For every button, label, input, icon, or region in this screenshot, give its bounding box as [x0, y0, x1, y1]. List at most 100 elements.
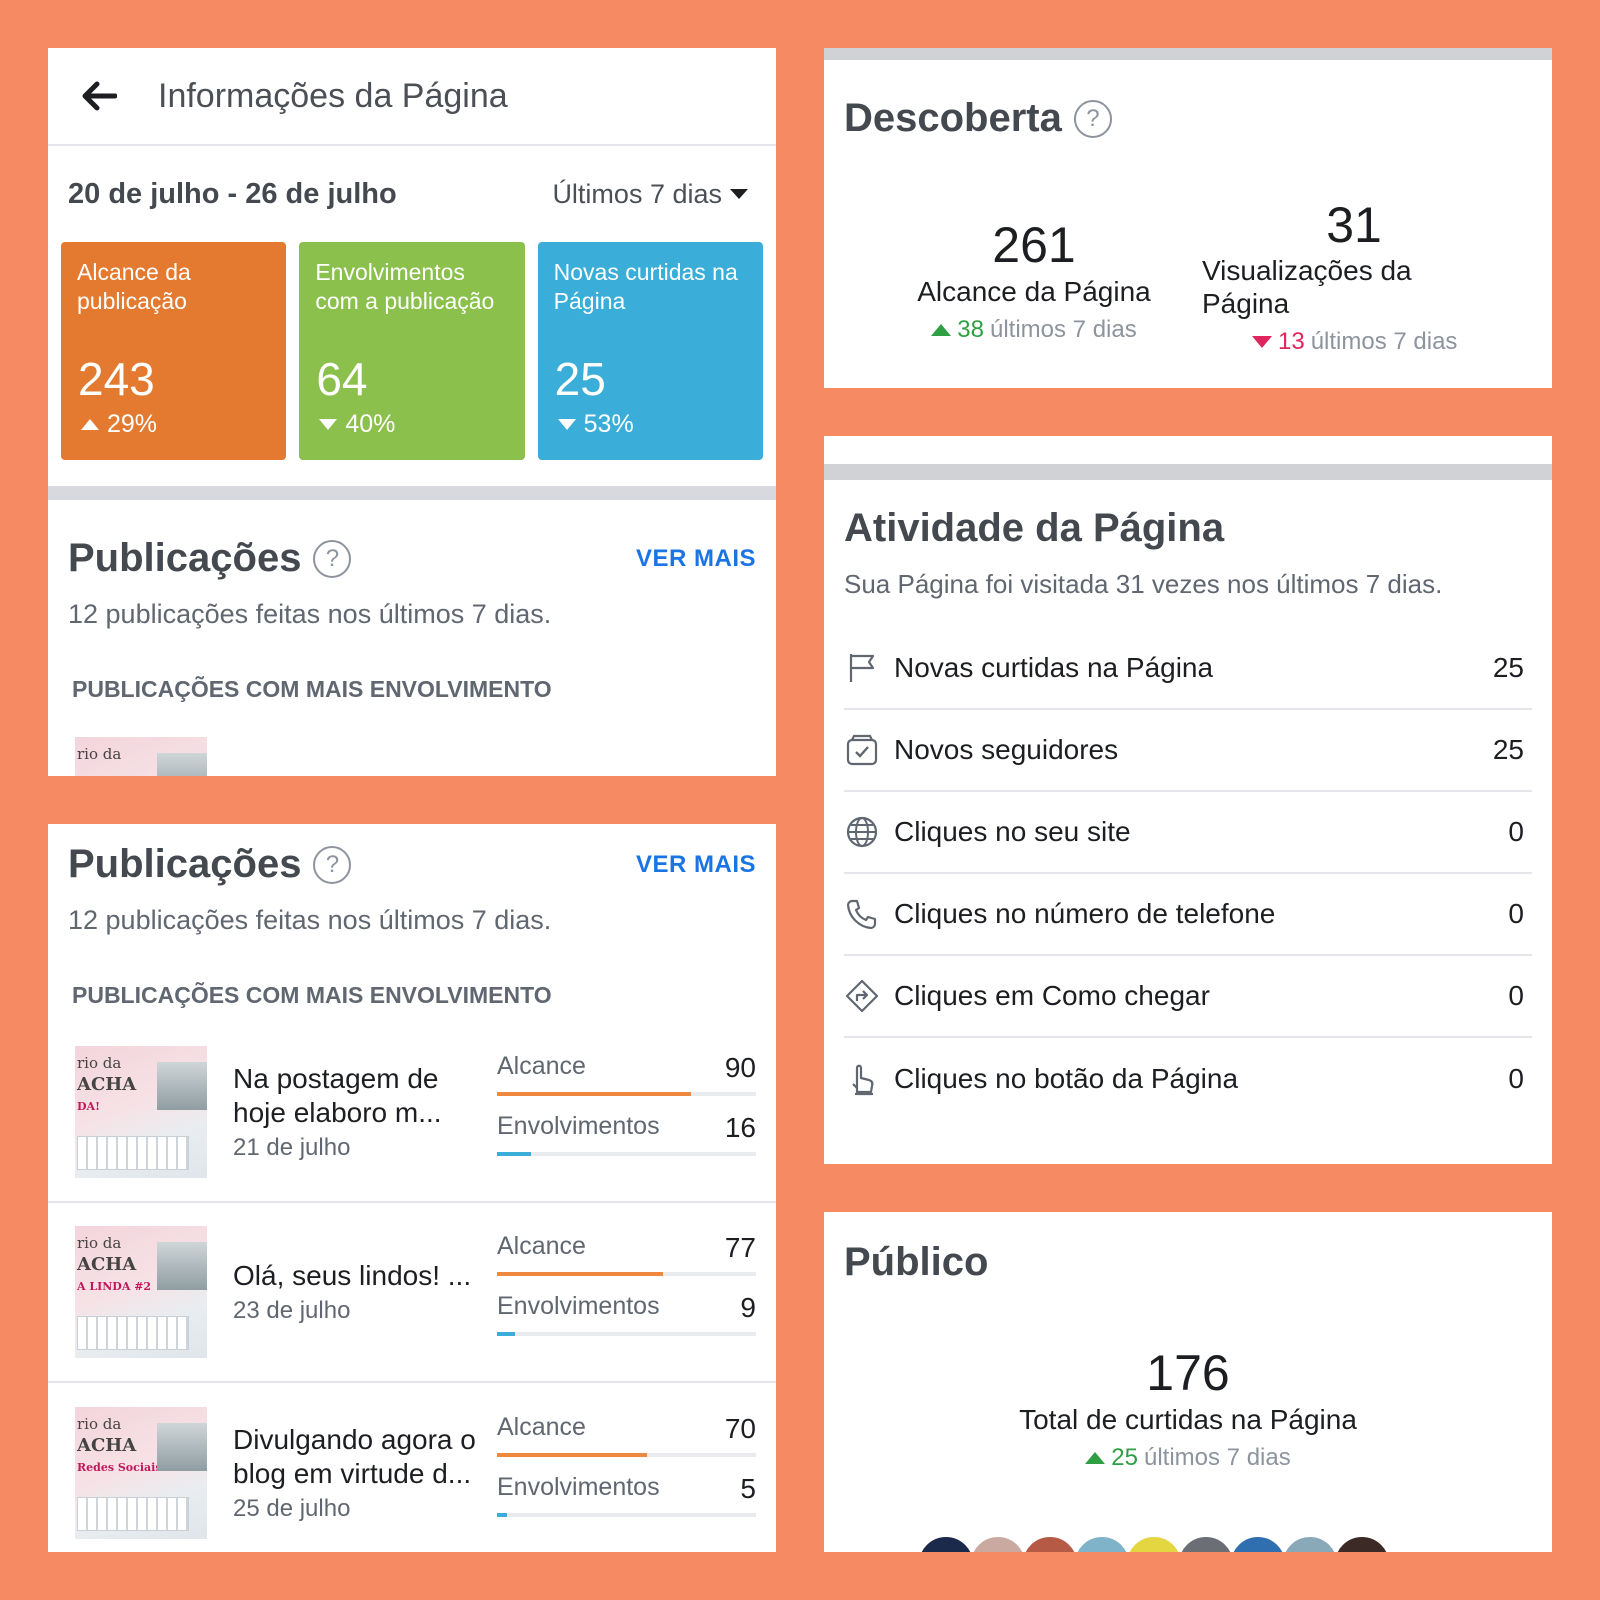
globe-icon [844, 814, 880, 850]
post-thumbnail[interactable]: rio da ACHA DA! [75, 1046, 207, 1178]
post-row[interactable]: rio da ACHA DA! Na postagem de hoje elaboro… [48, 1023, 776, 1203]
tile-post-engagement[interactable]: Envolvimentos com a publicação 64 40% [299, 242, 525, 460]
metric-value: 261 [992, 217, 1076, 273]
avatar[interactable] [1020, 1534, 1080, 1552]
phone-icon [844, 896, 880, 932]
post-list: rio da ACHA DA! Na postagem de hoje elaboro… [48, 1023, 776, 1552]
metric-delta: 38 [957, 316, 984, 343]
avatar[interactable] [1332, 1534, 1392, 1552]
thumbnail-line: ACHA [77, 1074, 137, 1095]
section-title-text: Publicações [68, 842, 302, 886]
section-title: Publicações ? [68, 842, 352, 887]
avatar[interactable] [968, 1534, 1028, 1552]
post-thumbnail[interactable]: rio da ACHA A LINDA #2 [75, 1226, 207, 1358]
section-title-text: Descoberta [844, 96, 1062, 140]
thumbnail-photo [157, 1242, 207, 1290]
post-row[interactable]: rio da ACHA Redes Sociais Divulgando agora … [48, 1383, 776, 1552]
reach-value: 90 [724, 1052, 756, 1083]
post-thumbnail[interactable]: rio da [75, 737, 207, 776]
section-title: Público [844, 1240, 989, 1284]
tile-value: 243 [78, 353, 155, 405]
thumbnail-text: rio da ACHA DA! [77, 1052, 136, 1118]
audience-panel: Público 176 Total de curtidas na Página … [824, 1212, 1552, 1552]
reach-label: Alcance [497, 1052, 586, 1080]
thumbnail-line: Redes Sociais [77, 1461, 162, 1474]
activity-row[interactable]: Cliques no número de telefone 0 [844, 874, 1532, 956]
avatar[interactable] [1072, 1534, 1132, 1552]
see-more-link[interactable]: VER MAIS [635, 850, 756, 878]
thumbnail-text: rio da [77, 745, 122, 763]
metric-label: Total de curtidas na Página [1019, 1404, 1357, 1435]
metric-page-reach[interactable]: 261 Alcance da Página 38 últimos 7 dias [884, 216, 1184, 344]
tile-delta: 53% [583, 410, 634, 438]
back-arrow-icon[interactable] [80, 77, 118, 115]
total-likes-metric[interactable]: 176 Total de curtidas na Página 25 últim… [824, 1344, 1552, 1472]
metric-delta-text: últimos 7 dias [1143, 1444, 1291, 1471]
activity-row[interactable]: Novos seguidores 25 [844, 710, 1532, 792]
activity-row[interactable]: Cliques em Como chegar 0 [844, 956, 1532, 1038]
tile-new-likes[interactable]: Novas curtidas na Página 25 53% [537, 242, 763, 460]
post-thumbnail[interactable]: rio da ACHA Redes Sociais [75, 1407, 207, 1539]
avatar[interactable] [1176, 1534, 1236, 1552]
reach-value: 77 [724, 1232, 756, 1263]
top-bar: Informações da Página [48, 48, 776, 146]
engagement-value: 5 [740, 1473, 756, 1504]
activity-row[interactable]: Cliques no seu site 0 [844, 792, 1532, 874]
reach-bar [497, 1092, 756, 1096]
tile-label: Envolvimentos com a publicação [315, 259, 495, 314]
tile-delta: 29% [107, 410, 158, 438]
post-title: Olá, seus lindos! ... [233, 1260, 472, 1291]
metric-value: 31 [1326, 197, 1382, 253]
activity-value: 0 [1508, 898, 1524, 929]
tap-icon [844, 1061, 880, 1097]
section-caption: PUBLICAÇÕES COM MAIS ENVOLVIMENTO [72, 982, 552, 1008]
post-title: Na postagem de hoje elaboro m... [233, 1063, 442, 1128]
metric-label: Visualizações da Página [1202, 255, 1412, 319]
divider [48, 486, 776, 500]
activity-label: Cliques em Como chegar [894, 980, 1210, 1011]
engagement-value: 16 [724, 1112, 756, 1143]
thumbnail-photo [157, 1423, 207, 1471]
discovery-panel: Descoberta ? 261 Alcance da Página 38 úl… [824, 48, 1552, 388]
divider [824, 48, 1552, 60]
help-icon[interactable]: ? [313, 539, 352, 578]
reach-bar-fill [497, 1092, 692, 1096]
engagement-bar [497, 1513, 756, 1517]
metric-delta-text: últimos 7 dias [1310, 328, 1458, 355]
see-more-link[interactable]: VER MAIS [635, 544, 756, 572]
trend-up-icon [931, 324, 952, 336]
activity-row[interactable]: Cliques no botão da Página 0 [844, 1038, 1532, 1120]
posts-panel: Publicações ? VER MAIS 12 publicações fe… [48, 824, 776, 1552]
activity-row[interactable]: Novas curtidas na Página 25 [844, 628, 1532, 710]
avatar[interactable] [916, 1534, 976, 1552]
tile-value: 64 [316, 353, 368, 405]
reach-label: Alcance [497, 1413, 586, 1441]
engagement-label: Envolvimentos [497, 1112, 660, 1140]
tile-post-reach[interactable]: Alcance da publicação 243 29% [61, 242, 287, 460]
activity-label: Cliques no botão da Página [894, 1063, 1239, 1094]
section-subtitle: 12 publicações feitas nos últimos 7 dias… [68, 905, 552, 935]
page-title: Informações da Página [158, 76, 508, 115]
period-dropdown[interactable]: Últimos 7 dias [552, 179, 748, 210]
help-icon[interactable]: ? [313, 845, 352, 884]
activity-list: Novas curtidas na Página 25 Novos seguid… [824, 628, 1552, 1120]
trend-up-icon [1085, 1452, 1106, 1464]
metric-page-views[interactable]: 31 Visualizações da Página 13 últimos 7 … [1202, 196, 1504, 356]
post-row[interactable]: rio da ACHA A LINDA #2 Olá, seus lindos! ..… [48, 1203, 776, 1383]
section-title-text: Publicações [68, 536, 302, 580]
avatar[interactable] [1124, 1534, 1184, 1552]
avatar[interactable] [1228, 1534, 1288, 1552]
trend-down-icon [319, 419, 338, 430]
thumbnail-line: rio da [77, 1415, 122, 1433]
metric-value: 176 [1146, 1345, 1230, 1401]
activity-value: 25 [1492, 652, 1524, 683]
directions-icon [844, 978, 880, 1014]
engagement-bar-fill [497, 1513, 508, 1517]
thumbnail-photo [157, 753, 207, 776]
metric-delta: 13 [1278, 328, 1305, 355]
help-icon[interactable]: ? [1073, 99, 1112, 138]
engagement-bar [497, 1152, 756, 1156]
section-caption: PUBLICAÇÕES COM MAIS ENVOLVIMENTO [72, 676, 552, 702]
engagement-bar-fill [497, 1332, 516, 1336]
avatar[interactable] [1280, 1534, 1340, 1552]
